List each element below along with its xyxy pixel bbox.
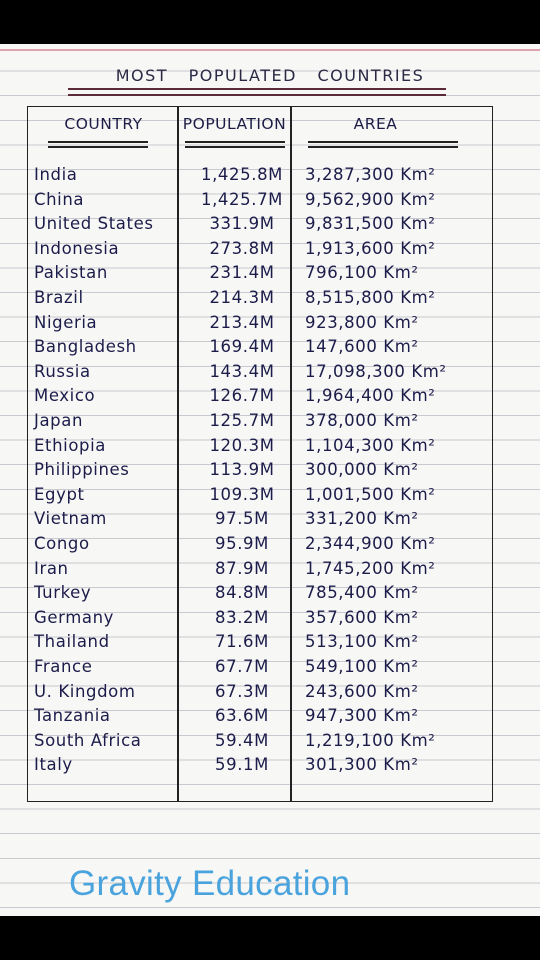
title-underline-2 <box>68 94 446 96</box>
header-underline <box>48 141 148 143</box>
area-cell: 923,800 Km² <box>305 312 419 332</box>
area-cell: 300,000 Km² <box>305 460 419 480</box>
area-cell: 357,600 Km² <box>305 607 419 627</box>
country-cell: South Africa <box>34 730 142 750</box>
area-cell: 1,964,400 Km² <box>305 386 436 406</box>
country-cell: China <box>34 189 85 209</box>
country-cell: Russia <box>34 361 91 381</box>
area-cell: 9,562,900 Km² <box>305 189 436 209</box>
area-cell: 549,100 Km² <box>305 657 419 676</box>
population-cell: 67.7M <box>215 657 269 676</box>
area-cell: 9,831,500 Km² <box>305 214 436 234</box>
population-cell: 169.4M <box>209 337 275 357</box>
area-cell: 17,098,300 Km² <box>305 361 447 381</box>
population-cell: 125.7M <box>209 411 275 430</box>
column-divider <box>290 107 292 801</box>
population-cell: 71.6M <box>215 632 269 652</box>
area-cell: 1,219,100 Km² <box>305 730 436 750</box>
area-cell: 1,913,600 Km² <box>305 238 436 258</box>
population-cell: 273.8M <box>209 238 275 258</box>
header-underline <box>185 141 285 143</box>
area-cell: 147,600 Km² <box>305 337 419 357</box>
area-cell: 513,100 Km² <box>305 632 419 652</box>
population-cell: 1,425.8M <box>200 165 283 184</box>
population-cell: 95.9M <box>215 534 269 553</box>
notebook-page: MOST POPULATED COUNTRIES COUNTRY POPULAT… <box>0 44 540 916</box>
area-cell: 1,745,200 Km² <box>305 558 436 578</box>
population-cell: 59.4M <box>215 730 269 750</box>
header-underline <box>308 146 458 148</box>
population-cell: 83.2M <box>215 607 269 627</box>
country-cell: Nigeria <box>34 312 98 332</box>
area-cell: 1,104,300 Km² <box>305 435 436 455</box>
country-cell: Egypt <box>34 484 85 504</box>
country-cell: Congo <box>34 534 90 553</box>
header-underline <box>48 146 148 148</box>
country-cell: Thailand <box>34 632 110 652</box>
area-cell: 785,400 Km² <box>305 583 419 603</box>
area-cell: 2,344,900 Km² <box>305 534 436 553</box>
population-cell: 67.3M <box>215 681 269 701</box>
population-cell: 1,425.7M <box>200 189 283 209</box>
countries-table: COUNTRY POPULATION AREA India 1,425.8M 3,2… <box>27 106 493 802</box>
area-cell: 331,200 Km² <box>305 509 419 529</box>
area-cell: 243,600 Km² <box>305 681 419 701</box>
country-cell: India <box>34 165 78 184</box>
country-cell: Ethiopia <box>34 435 107 455</box>
population-cell: 213.4M <box>209 312 275 332</box>
title-underline <box>68 88 446 90</box>
area-cell: 1,001,500 Km² <box>305 484 436 504</box>
header-population: POPULATION <box>182 115 287 133</box>
country-cell: Philippines <box>34 460 130 480</box>
population-cell: 109.3M <box>209 484 275 504</box>
country-cell: United States <box>34 214 154 234</box>
area-cell: 3,287,300 Km² <box>305 165 436 184</box>
country-cell: U. Kingdom <box>34 681 136 701</box>
population-cell: 126.7M <box>209 386 275 406</box>
population-cell: 87.9M <box>215 558 269 578</box>
country-cell: France <box>34 657 93 676</box>
population-cell: 331.9M <box>209 214 275 234</box>
header-country: COUNTRY <box>64 115 143 133</box>
country-cell: Brazil <box>34 288 84 307</box>
population-cell: 120.3M <box>209 435 275 455</box>
country-cell: Pakistan <box>34 263 108 283</box>
area-cell: 301,300 Km² <box>305 755 419 775</box>
country-cell: Bangladesh <box>34 337 137 357</box>
population-cell: 84.8M <box>215 583 269 603</box>
country-cell: Tanzania <box>34 706 111 726</box>
area-cell: 8,515,800 Km² <box>305 288 436 307</box>
area-cell: 796,100 Km² <box>305 263 419 283</box>
population-cell: 231.4M <box>209 263 275 283</box>
page-title: MOST POPULATED COUNTRIES <box>115 66 425 85</box>
country-cell: Mexico <box>34 386 96 406</box>
header-underline <box>185 146 285 148</box>
page-top-line <box>0 49 540 51</box>
population-cell: 59.1M <box>215 755 269 775</box>
population-cell: 143.4M <box>209 361 275 381</box>
watermark: Gravity Education <box>69 864 351 903</box>
country-cell: Japan <box>34 411 84 430</box>
header-underline <box>308 141 458 143</box>
population-cell: 214.3M <box>209 288 275 307</box>
country-cell: Vietnam <box>34 509 107 529</box>
country-cell: Turkey <box>34 583 92 603</box>
header-area: AREA <box>353 115 398 133</box>
country-cell: Iran <box>34 558 69 578</box>
country-cell: Indonesia <box>34 238 120 258</box>
country-cell: Italy <box>34 755 73 775</box>
area-cell: 947,300 Km² <box>305 706 419 726</box>
country-cell: Germany <box>34 607 115 627</box>
column-divider <box>177 107 179 801</box>
population-cell: 113.9M <box>209 460 275 480</box>
population-cell: 63.6M <box>215 706 269 726</box>
area-cell: 378,000 Km² <box>305 411 419 430</box>
population-cell: 97.5M <box>215 509 269 529</box>
